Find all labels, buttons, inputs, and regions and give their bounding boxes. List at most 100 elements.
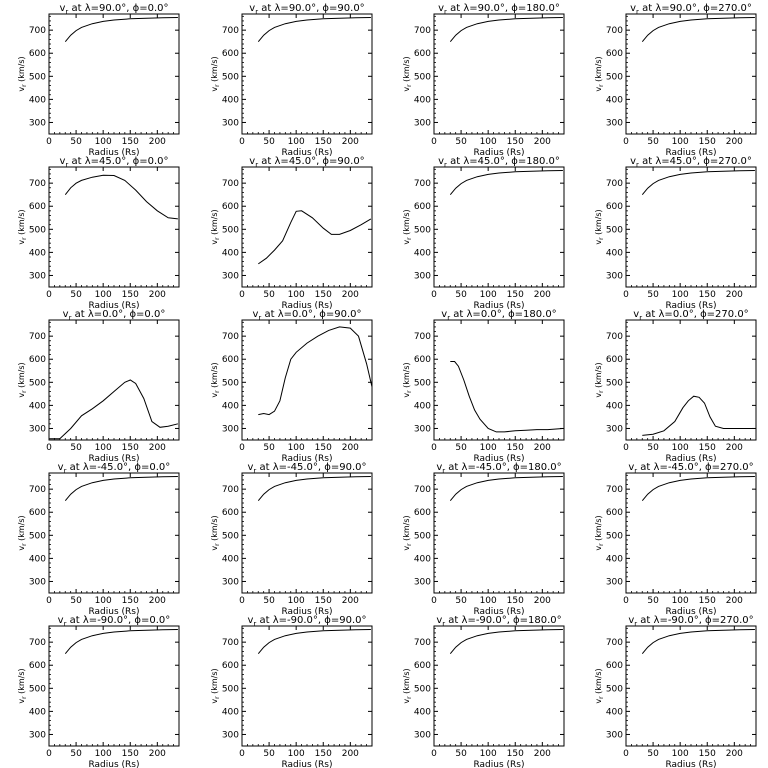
x-axis-label: Radius (Rs) (665, 607, 716, 617)
x-tick-label: 150 (699, 596, 716, 606)
y-tick-label: 600 (414, 202, 431, 212)
plot-frame (48, 166, 180, 288)
x-tick-label: 200 (534, 137, 551, 147)
y-tick-label: 500 (29, 531, 46, 541)
y-tick-label: 700 (606, 638, 623, 648)
x-axis-label: Radius (Rs) (281, 454, 332, 464)
subplot-16: 0 50 100 150 200 300 400 500 600 700 vr at λ=-90.0… (17, 615, 180, 768)
series-line (64, 17, 178, 43)
y-tick-label: 700 (222, 485, 239, 495)
y-tick-label: 600 (29, 508, 46, 518)
x-tick-label: 0 (239, 596, 245, 606)
x-tick-label: 200 (534, 749, 551, 759)
x-tick-label: 150 (699, 137, 716, 147)
series-line (64, 476, 178, 502)
y-axis-label: vr (km/s) (17, 362, 28, 397)
x-tick-label: 100 (288, 749, 305, 759)
y-tick-label: 500 (222, 378, 239, 388)
series-line (64, 629, 178, 655)
y-tick-label: 700 (222, 332, 239, 342)
y-tick-label: 600 (606, 661, 623, 671)
chart-title: vr at λ=-90.0°, ϕ=90.0° (248, 615, 367, 628)
x-axis-label: Radius (Rs) (88, 454, 139, 464)
x-tick-label: 200 (726, 443, 743, 453)
y-tick-label: 700 (29, 179, 46, 189)
y-tick-label: 300 (29, 577, 46, 587)
x-tick-label: 100 (95, 749, 112, 759)
x-tick-label: 50 (455, 137, 467, 147)
subplot-6: 0 50 100 150 200 300 400 500 600 700 vr at λ=45.0°… (402, 156, 565, 311)
x-tick-label: 50 (455, 596, 467, 606)
y-axis-label: vr (km/s) (594, 362, 605, 397)
plot-frame (241, 472, 373, 594)
y-tick-label: 500 (606, 531, 623, 541)
chart-title: vr at λ=-45.0°, ϕ=270.0° (628, 462, 753, 475)
x-tick-label: 0 (623, 290, 629, 300)
x-axis-label: Radius (Rs) (473, 454, 524, 464)
x-axis-label: Radius (Rs) (281, 301, 332, 311)
y-tick-label: 400 (606, 401, 623, 411)
subplot-15: 0 50 100 150 200 300 400 500 600 700 vr at λ=-45.0… (594, 462, 757, 617)
series-line (449, 629, 563, 655)
subplot-14: 0 50 100 150 200 300 400 500 600 700 vr at λ=-45.0… (402, 462, 565, 617)
x-tick-label: 0 (46, 137, 52, 147)
x-tick-label: 50 (70, 290, 82, 300)
subplot-11: 0 50 100 150 200 300 400 500 600 700 vr at λ=0.0°,… (594, 309, 757, 464)
x-tick-label: 0 (623, 443, 629, 453)
y-tick-label: 500 (606, 72, 623, 82)
series-line (449, 170, 563, 196)
subplot-9: 0 50 100 150 200 300 400 500 600 700 vr at λ=0.0°,… (210, 309, 373, 464)
x-tick-label: 100 (480, 749, 497, 759)
plot-frame (625, 166, 757, 288)
x-axis-label: Radius (Rs) (473, 760, 524, 768)
x-tick-label: 150 (699, 290, 716, 300)
y-tick-label: 300 (414, 118, 431, 128)
series-line (641, 476, 755, 502)
y-tick-label: 600 (29, 355, 46, 365)
x-axis-label: Radius (Rs) (88, 148, 139, 158)
x-tick-label: 200 (534, 596, 551, 606)
y-tick-label: 400 (29, 554, 46, 564)
x-axis-label: Radius (Rs) (88, 607, 139, 617)
x-tick-label: 150 (315, 749, 332, 759)
y-tick-label: 400 (222, 401, 239, 411)
y-tick-label: 600 (414, 355, 431, 365)
y-axis-label: vr (km/s) (594, 668, 605, 703)
plot-frame (241, 625, 373, 747)
y-axis-label: vr (km/s) (210, 362, 221, 397)
y-tick-label: 700 (29, 332, 46, 342)
x-tick-label: 150 (507, 749, 524, 759)
x-tick-label: 50 (455, 290, 467, 300)
x-tick-label: 50 (70, 596, 82, 606)
y-tick-label: 500 (222, 225, 239, 235)
x-tick-label: 200 (726, 596, 743, 606)
y-axis-label: vr (km/s) (594, 56, 605, 91)
y-tick-label: 300 (222, 118, 239, 128)
y-tick-label: 700 (222, 638, 239, 648)
y-tick-label: 500 (606, 684, 623, 694)
chart-title: vr at λ=-45.0°, ϕ=0.0° (58, 462, 171, 475)
x-tick-label: 150 (122, 443, 139, 453)
y-tick-label: 300 (414, 730, 431, 740)
y-tick-label: 300 (606, 577, 623, 587)
plot-frame (625, 319, 757, 441)
series-line (641, 170, 755, 196)
series-line (258, 210, 372, 265)
x-tick-label: 0 (46, 749, 52, 759)
y-tick-label: 500 (29, 72, 46, 82)
series-line (449, 17, 563, 43)
y-axis-label: vr (km/s) (210, 668, 221, 703)
chart-title: vr at λ=0.0°, ϕ=180.0° (441, 309, 556, 322)
x-tick-label: 0 (239, 443, 245, 453)
x-tick-label: 50 (70, 749, 82, 759)
y-tick-label: 400 (29, 707, 46, 717)
x-tick-label: 0 (623, 749, 629, 759)
x-tick-label: 100 (480, 290, 497, 300)
chart-title: vr at λ=45.0°, ϕ=90.0° (249, 156, 364, 169)
subplot-18: 0 50 100 150 200 300 400 500 600 700 vr at λ=-90.0… (402, 615, 565, 768)
x-tick-label: 0 (431, 137, 437, 147)
chart-title: vr at λ=45.0°, ϕ=0.0° (59, 156, 168, 169)
chart-title: vr at λ=90.0°, ϕ=0.0° (59, 3, 168, 16)
chart-title: vr at λ=90.0°, ϕ=180.0° (438, 3, 560, 16)
